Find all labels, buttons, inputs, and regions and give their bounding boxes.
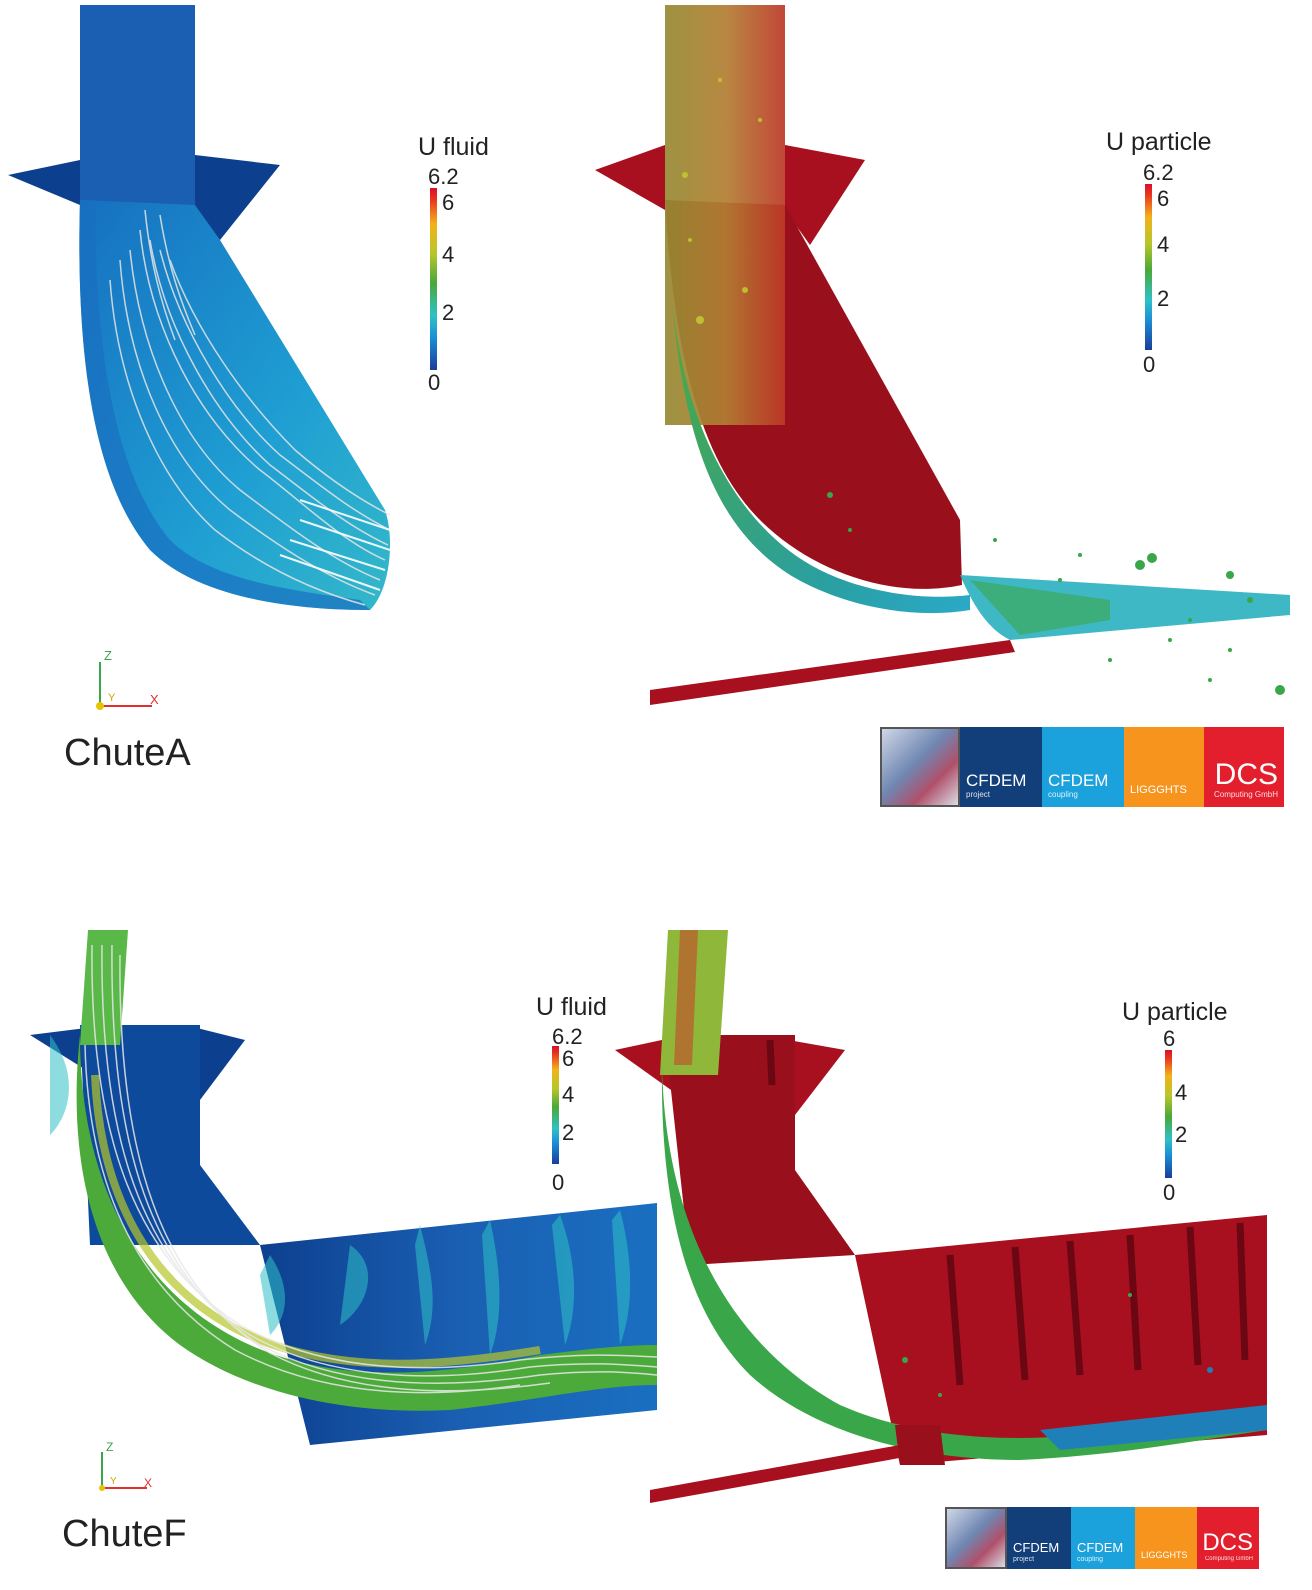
- colorbar-gradient: [430, 188, 437, 370]
- axis-x-label: X: [144, 1476, 153, 1490]
- chute-a-fluid-panel: [0, 0, 400, 620]
- chute-f-fluid-render: [30, 930, 658, 1445]
- logo-thumbnail: [880, 727, 960, 807]
- logo-tile-cfdem-project: CFDEM project: [960, 727, 1042, 807]
- colorbar-title: U particle: [1122, 998, 1228, 1026]
- colorbar-tick: 0: [1143, 352, 1156, 377]
- case-label: ChuteA: [64, 732, 191, 774]
- chute-f-fluid-panel: [20, 925, 670, 1455]
- chute-a-fluid-render: [8, 5, 391, 610]
- colorbar-gradient: [552, 1046, 559, 1164]
- colorbar-tick: 2: [1175, 1122, 1188, 1147]
- axis-z-label: Z: [106, 1440, 114, 1454]
- logo-tile-liggghts: LIGGGHTS: [1135, 1507, 1197, 1569]
- axis-y-label: Y: [108, 692, 116, 704]
- axes-triad-icon: [99, 1452, 147, 1491]
- logo-tile-dcs: DCS Computing GmbH: [1197, 1507, 1259, 1569]
- chute-f-particle-render: [615, 930, 1267, 1503]
- colorbar-max-label: 6.2: [552, 1024, 583, 1049]
- colorbar-gradient: [1165, 1050, 1172, 1178]
- chute-a-particle-render: [595, 5, 1290, 705]
- colorbar-max-label: 6.2: [1143, 160, 1174, 185]
- colorbar-tick: 6: [1157, 186, 1170, 211]
- colorbar-title: U fluid: [536, 993, 607, 1021]
- colorbar-tick: 4: [1175, 1080, 1188, 1105]
- colorbar-max-label: 6.2: [428, 164, 459, 189]
- colorbar-tick: 4: [442, 242, 455, 267]
- colorbar-tick: 6: [562, 1046, 575, 1071]
- logo-tile-cfdem-coupling: CFDEM coupling: [1071, 1507, 1135, 1569]
- sponsor-logo-bar: CFDEM project CFDEM coupling LIGGGHTS DC…: [880, 727, 1284, 807]
- chute-f-particle-panel: [600, 925, 1280, 1505]
- colorbar-tick: 4: [562, 1082, 575, 1107]
- logo-tile-dcs: DCS Computing GmbH: [1204, 727, 1284, 807]
- colorbar-tick: 4: [1157, 232, 1170, 257]
- axis-y-label: Y: [110, 1476, 117, 1487]
- sponsor-logo-bar: CFDEM project CFDEM coupling LIGGGHTS DC…: [945, 1507, 1259, 1569]
- chute-a-particle-panel: [590, 0, 1302, 720]
- colorbar-title: U particle: [1106, 128, 1212, 156]
- colorbar-tick: 0: [428, 370, 441, 395]
- logo-tile-cfdem-coupling: CFDEM coupling: [1042, 727, 1124, 807]
- case-label: ChuteF: [62, 1513, 187, 1555]
- colorbar-tick: 0: [552, 1170, 565, 1195]
- colorbar-title: U fluid: [418, 133, 489, 161]
- logo-tile-liggghts: LIGGGHTS: [1124, 727, 1204, 807]
- axes-triad-icon: [96, 662, 152, 710]
- colorbar-tick: 0: [1163, 1180, 1176, 1205]
- axes-triad: Z Y X: [90, 648, 170, 718]
- colorbar-gradient: [1145, 184, 1152, 350]
- logo-thumbnail: [945, 1507, 1007, 1569]
- colorbar-tick: 2: [562, 1120, 575, 1145]
- colorbar-tick: 6: [1163, 1026, 1176, 1051]
- axes-triad: Z Y X: [92, 1440, 162, 1500]
- logo-tile-cfdem-project: CFDEM project: [1007, 1507, 1071, 1569]
- colorbar-tick: 2: [442, 300, 455, 325]
- axis-z-label: Z: [104, 648, 112, 663]
- colorbar-tick: 2: [1157, 286, 1170, 311]
- axis-x-label: X: [150, 692, 159, 707]
- colorbar-tick: 6: [442, 190, 455, 215]
